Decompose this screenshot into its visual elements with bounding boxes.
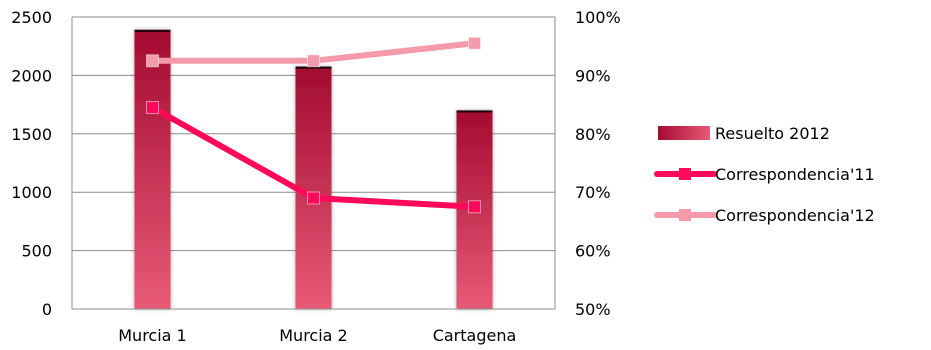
y-left-tick-label: 2500 xyxy=(11,8,52,27)
y-right-tick-label: 70% xyxy=(575,183,611,202)
y-right-tick-label: 90% xyxy=(575,66,611,85)
y-right-tick-label: 80% xyxy=(575,125,611,144)
y-right-tick-label: 60% xyxy=(575,242,611,261)
x-category-label: Murcia 2 xyxy=(279,326,347,345)
y-right-tick-label: 100% xyxy=(575,8,621,27)
y-left-tick-label: 2000 xyxy=(11,66,52,85)
y-right-tick-label: 50% xyxy=(575,300,611,319)
bar xyxy=(295,66,332,309)
legend-swatch-marker xyxy=(679,209,691,221)
bar-cap xyxy=(295,66,332,69)
bar-cap xyxy=(134,29,171,32)
legend-label: Correspondencia'11 xyxy=(715,165,875,184)
y-left-tick-label: 1500 xyxy=(11,125,52,144)
series-marker xyxy=(468,200,481,214)
y-left-tick-label: 0 xyxy=(42,300,52,319)
legend-swatch-marker xyxy=(679,168,691,180)
bar-cap xyxy=(456,110,493,113)
y-left-tick-label: 1000 xyxy=(11,183,52,202)
series-marker xyxy=(146,101,159,115)
legend-label: Resuelto 2012 xyxy=(715,124,830,143)
line-series xyxy=(146,36,481,214)
legend-swatch-bar xyxy=(658,126,710,140)
series-marker xyxy=(307,54,320,68)
series-marker xyxy=(468,36,481,50)
series-marker xyxy=(307,191,320,205)
series-marker xyxy=(146,54,159,68)
axes: 0 500 1000 1500 2000 2500 50% 60% 70% 80% 90% 100% M… xyxy=(11,8,620,345)
y-left-tick-label: 500 xyxy=(21,242,52,261)
legend-label: Correspondencia'12 xyxy=(715,206,875,225)
x-category-label: Cartagena xyxy=(433,326,517,345)
bar-series xyxy=(134,29,493,310)
bar xyxy=(134,29,171,310)
x-category-label: Murcia 1 xyxy=(118,326,186,345)
legend: Resuelto 2012 Correspondencia'11 Correspon… xyxy=(654,124,875,225)
